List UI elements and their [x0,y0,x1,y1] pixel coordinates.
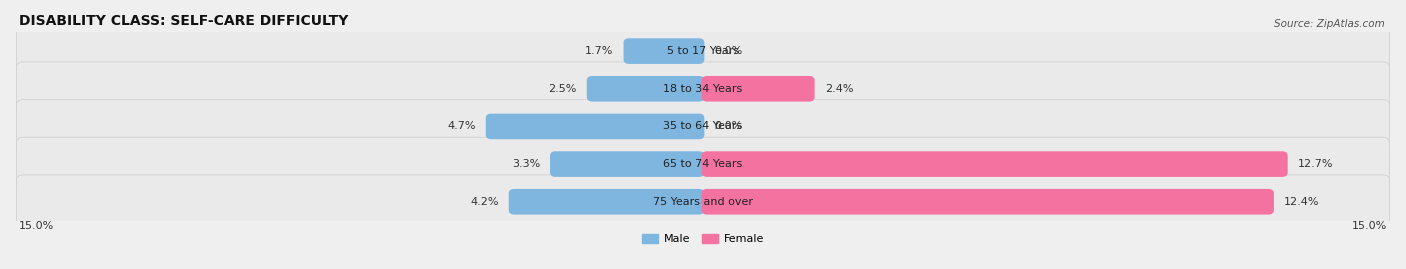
FancyBboxPatch shape [586,76,704,102]
FancyBboxPatch shape [702,189,1274,215]
Text: 5 to 17 Years: 5 to 17 Years [666,46,740,56]
Text: 4.2%: 4.2% [470,197,499,207]
Text: 2.5%: 2.5% [548,84,576,94]
Text: 75 Years and over: 75 Years and over [652,197,754,207]
Text: 35 to 64 Years: 35 to 64 Years [664,121,742,132]
Text: 0.0%: 0.0% [714,46,742,56]
Text: DISABILITY CLASS: SELF-CARE DIFFICULTY: DISABILITY CLASS: SELF-CARE DIFFICULTY [18,14,349,28]
FancyBboxPatch shape [17,100,1389,153]
FancyBboxPatch shape [550,151,704,177]
FancyBboxPatch shape [702,76,814,102]
Text: 18 to 34 Years: 18 to 34 Years [664,84,742,94]
FancyBboxPatch shape [17,175,1389,229]
Text: 15.0%: 15.0% [1353,221,1388,231]
Text: 1.7%: 1.7% [585,46,613,56]
Text: 4.7%: 4.7% [447,121,475,132]
Text: 2.4%: 2.4% [825,84,853,94]
Text: 65 to 74 Years: 65 to 74 Years [664,159,742,169]
Text: 15.0%: 15.0% [18,221,53,231]
FancyBboxPatch shape [17,24,1389,78]
Text: Source: ZipAtlas.com: Source: ZipAtlas.com [1274,19,1385,29]
FancyBboxPatch shape [17,137,1389,191]
Text: 3.3%: 3.3% [512,159,540,169]
FancyBboxPatch shape [17,62,1389,116]
FancyBboxPatch shape [623,38,704,64]
FancyBboxPatch shape [509,189,704,215]
Text: 12.4%: 12.4% [1284,197,1319,207]
Legend: Male, Female: Male, Female [637,229,769,249]
FancyBboxPatch shape [702,151,1288,177]
Text: 12.7%: 12.7% [1298,159,1333,169]
Text: 0.0%: 0.0% [714,121,742,132]
FancyBboxPatch shape [485,114,704,139]
